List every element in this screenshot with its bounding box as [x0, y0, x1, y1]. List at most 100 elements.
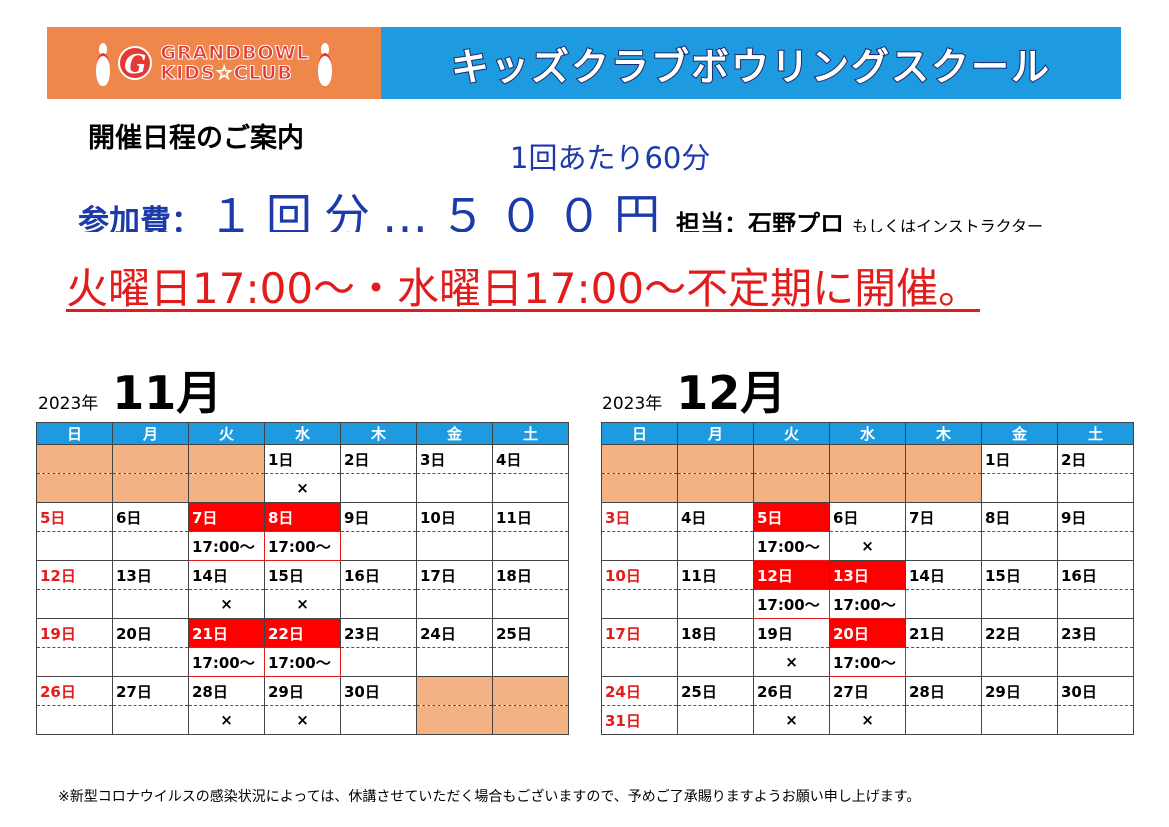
calendar-note-cell: 17:00～ — [264, 531, 341, 561]
calendar-day-cell: 18日 — [677, 618, 754, 648]
calendar-day-cell: 14日 — [905, 560, 982, 590]
calendar-note-cell — [340, 647, 417, 677]
session-length: 1回あたり60分 — [510, 141, 711, 175]
calendar-note-cell — [340, 531, 417, 561]
weekday-header: 木 — [905, 422, 982, 445]
calendar-day-cell: 6日 — [112, 502, 189, 532]
calendar-day-cell: 30日 — [1057, 676, 1134, 706]
december-header: 2023年 12月 — [602, 370, 786, 416]
calendar-day-cell: 1日 — [264, 444, 341, 474]
calendar-day-cell: 10日 — [601, 560, 678, 590]
calendar-day-cell: 13日 — [112, 560, 189, 590]
weekday-header: 火 — [188, 422, 265, 445]
calendar-day-cell: 2日 — [340, 444, 417, 474]
weekday-header: 金 — [416, 422, 493, 445]
calendar-note-cell — [905, 589, 982, 619]
calendar-day-cell: 9日 — [340, 502, 417, 532]
calendar-day-cell: 11日 — [492, 502, 569, 532]
calendar-note-cell — [36, 589, 113, 619]
calendar-note-cell: 17:00～ — [753, 531, 830, 561]
calendar-note-cell: 17:00～ — [753, 589, 830, 619]
calendar-day-cell — [416, 676, 493, 706]
calendar-note-cell — [601, 647, 678, 677]
covid-notice: ※新型コロナウイルスの感染状況によっては、休講させていただく場合もございますので… — [58, 789, 921, 805]
calendar-note-cell — [981, 589, 1058, 619]
calendar-day-cell: 18日 — [492, 560, 569, 590]
calendar-day-cell: 3日 — [601, 502, 678, 532]
calendar-day-cell — [492, 676, 569, 706]
calendar-day-cell: 26日 — [753, 676, 830, 706]
calendar-day-cell — [112, 444, 189, 474]
calendar-note-cell — [340, 589, 417, 619]
calendar-day-cell: 29日 — [981, 676, 1058, 706]
calendar-day-cell: 26日 — [36, 676, 113, 706]
calendar-note-cell — [416, 705, 493, 735]
calendar-day-cell: 25日 — [677, 676, 754, 706]
bowling-pin-icon — [96, 43, 111, 86]
calendar-day-cell: 4日 — [492, 444, 569, 474]
calendar-day-cell — [36, 444, 113, 474]
calendar-note-cell — [36, 705, 113, 735]
calendar-note-cell: × — [188, 589, 265, 619]
weekday-header: 月 — [677, 422, 754, 445]
december-calendar: 日月火水木金土 1日 2日 3日 4日 5日 6日 7日 8日 9日 17:00～ × 10日 11日 12… — [601, 422, 1134, 735]
calendar-note-cell: 17:00～ — [188, 531, 265, 561]
calendar-note-cell — [188, 473, 265, 503]
calendar-day-cell: 15日 — [264, 560, 341, 590]
calendar-note-cell — [112, 705, 189, 735]
month-label: 12月 — [676, 366, 787, 420]
november-calendar: 日月火水木金土 1日 2日 3日 4日 × 5日 6日 7日 8日 9日 10日 11日 17:00～ 17… — [36, 422, 569, 735]
calendar-note-cell: × — [753, 647, 830, 677]
calendar-note-cell — [677, 589, 754, 619]
calendar-note-cell — [340, 705, 417, 735]
calendar-note-cell — [492, 473, 569, 503]
calendar-note-cell — [492, 589, 569, 619]
calendar-note-cell — [36, 531, 113, 561]
calendar-note-cell — [677, 705, 754, 735]
calendar-day-cell: 27日 — [829, 676, 906, 706]
calendar-note-cell — [36, 473, 113, 503]
calendar-day-cell: 8日 — [264, 502, 341, 532]
calendar-day-cell: 3日 — [416, 444, 493, 474]
fee-label: 参加費： — [78, 204, 202, 232]
calendar-day-cell: 20日 — [829, 618, 906, 648]
month-label: 11月 — [112, 366, 223, 420]
header-banner: G GRANDBOWL KIDS☆CLUB キッズクラブボウリングスクール — [47, 27, 1121, 99]
calendar-note-cell — [1057, 531, 1134, 561]
calendar-day-cell — [829, 444, 906, 474]
calendar-day-cell: 21日 — [905, 618, 982, 648]
calendar-note-cell — [601, 531, 678, 561]
calendar-note-cell: 17:00～ — [188, 647, 265, 677]
calendar-note-cell — [1057, 705, 1134, 735]
calendar-day-cell: 10日 — [416, 502, 493, 532]
calendar-day-cell: 5日 — [753, 502, 830, 532]
calendar-day-cell: 29日 — [264, 676, 341, 706]
calendar-day-cell: 19日 — [36, 618, 113, 648]
grandbowl-g-icon: G — [118, 46, 153, 80]
fee-line: 参加費： １回分…５００円 担当：石野プロ もしくはインストラクター — [78, 180, 1043, 232]
calendar-day-cell: 25日 — [492, 618, 569, 648]
calendar-day-cell: 24日 — [601, 676, 678, 706]
calendar-day-cell: 5日 — [36, 502, 113, 532]
calendar-note-cell — [112, 473, 189, 503]
calendar-day-cell: 22日 — [264, 618, 341, 648]
weekday-header: 水 — [829, 422, 906, 445]
banner-title: キッズクラブボウリングスクール — [450, 44, 1051, 90]
calendar-day-cell: 19日 — [753, 618, 830, 648]
logo-line-1: GRANDBOWL — [160, 42, 310, 64]
calendar-day-cell: 4日 — [677, 502, 754, 532]
weekday-header: 土 — [1057, 422, 1134, 445]
weekday-header: 日 — [36, 422, 113, 445]
calendar-note-cell — [753, 473, 830, 503]
calendar-note-cell — [981, 705, 1058, 735]
calendar-note-cell — [416, 589, 493, 619]
weekday-header: 木 — [340, 422, 417, 445]
calendar-note-cell — [112, 531, 189, 561]
calendar-day-cell — [188, 444, 265, 474]
instructor-alt: もしくはインストラクター — [852, 217, 1044, 232]
calendar-note-cell — [981, 531, 1058, 561]
calendar-note-cell — [677, 647, 754, 677]
calendar-note-cell — [981, 473, 1058, 503]
calendar-note-cell — [416, 531, 493, 561]
calendar-note-cell: × — [264, 589, 341, 619]
